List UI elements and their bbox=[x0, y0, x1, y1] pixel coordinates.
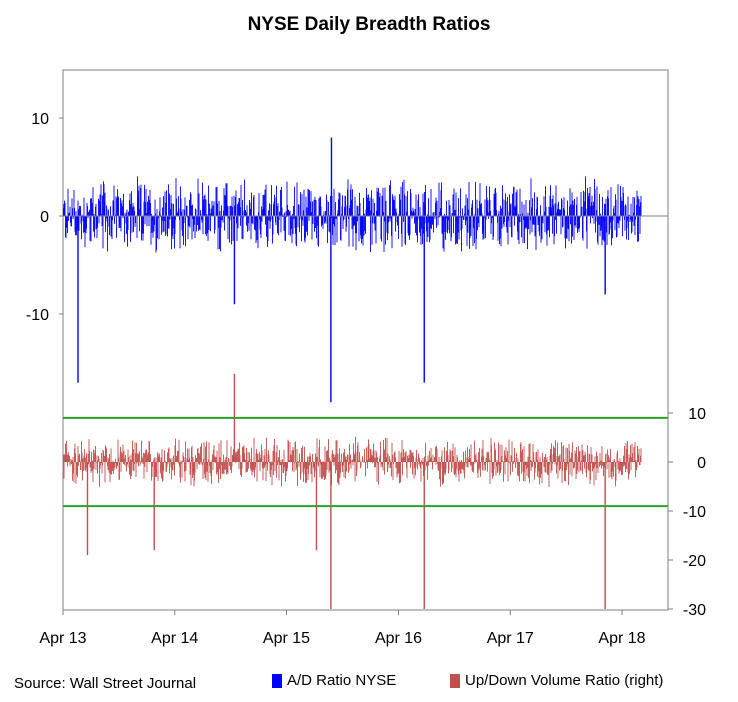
legend-label-volume: Up/Down Volume Ratio (right) bbox=[465, 672, 664, 689]
left-tick-label: 10 bbox=[31, 111, 49, 128]
left-axis-ticks: 10 0 -10 bbox=[26, 111, 63, 324]
right-tick-label: -10 bbox=[683, 504, 706, 521]
reference-lines bbox=[63, 416, 668, 508]
plot-area-border bbox=[62, 69, 669, 611]
left-tick-label: -10 bbox=[26, 307, 49, 324]
volume-ratio-series bbox=[63, 373, 642, 609]
breadth-chart: 100-10 100-10-20-30 Apr 13 Apr 14 Apr 15 Ap… bbox=[26, 69, 706, 647]
ad-ratio-series bbox=[63, 137, 642, 403]
x-tick-label: Apr 16 bbox=[375, 630, 422, 647]
x-tick-label: Apr 18 bbox=[598, 630, 645, 647]
right-tick-label: 10 bbox=[688, 406, 706, 423]
legend-swatch-red bbox=[450, 673, 460, 688]
source-note: Source: Wall Street Journal bbox=[14, 675, 197, 692]
x-tick-label: Apr 17 bbox=[487, 630, 534, 647]
right-tick-label: -30 bbox=[683, 602, 706, 619]
legend-ad-ratio: A/D Ratio NYSE bbox=[272, 672, 396, 689]
x-tick-label: Apr 15 bbox=[263, 630, 310, 647]
legend-volume-ratio: Up/Down Volume Ratio (right) bbox=[450, 672, 663, 689]
right-tick-label: 0 bbox=[697, 455, 706, 472]
legend-label-ad: A/D Ratio NYSE bbox=[287, 672, 397, 689]
left-tick-label: 0 bbox=[40, 209, 49, 226]
x-axis-ticks: Apr 13 Apr 14 Apr 15 Apr 16 Apr 17 Apr 18 bbox=[39, 610, 646, 647]
right-axis-ticks: 10 0 -10 -20 -30 bbox=[668, 406, 706, 619]
right-tick-label: -20 bbox=[683, 553, 706, 570]
chart-title: NYSE Daily Breadth Ratios bbox=[247, 14, 491, 35]
x-tick-label: Apr 14 bbox=[151, 630, 198, 647]
x-tick-label: Apr 13 bbox=[39, 630, 86, 647]
legend-swatch-blue bbox=[272, 673, 282, 688]
